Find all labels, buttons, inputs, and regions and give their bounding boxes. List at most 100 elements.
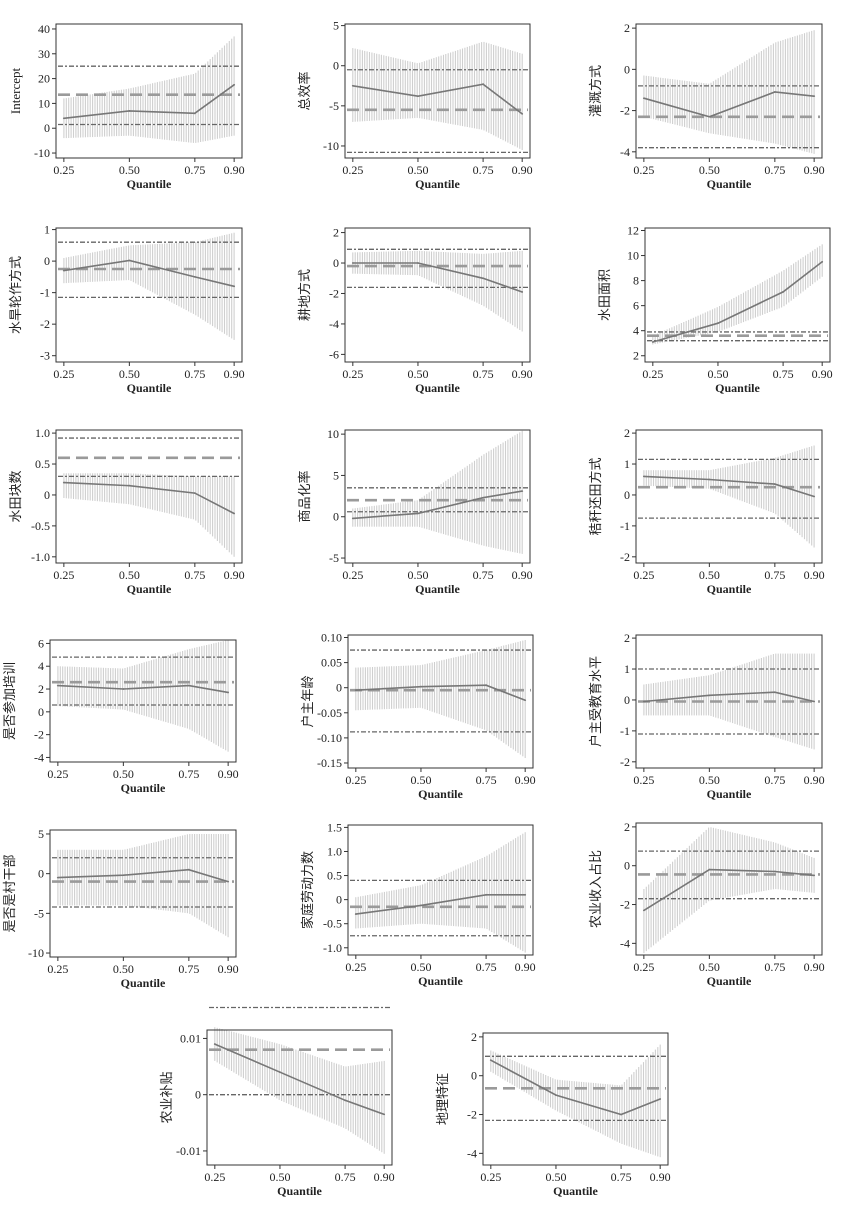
x-axis-label: Quantile [127, 177, 172, 191]
y-tick-label: 6 [38, 636, 44, 650]
y-tick-label: 1.5 [327, 820, 342, 834]
x-tick-label: 0.75 [473, 367, 494, 381]
plot-frame [49, 829, 237, 958]
y-tick-label: 0 [624, 488, 630, 502]
x-tick-label: 0.90 [812, 367, 833, 381]
y-tick-label: 0.10 [321, 631, 342, 645]
coefficient-point [489, 1059, 492, 1062]
plot-frame [347, 634, 534, 769]
plot-frame [635, 822, 823, 956]
plot-frame [55, 23, 243, 159]
quantile-coefficient-line [643, 475, 815, 498]
y-tick-label: 20 [38, 72, 50, 86]
x-axis-label: Quantile [415, 381, 460, 395]
plot-frame [635, 23, 823, 159]
y-axis-label: 农业收入占比 [588, 850, 603, 928]
coefficient-point [659, 1098, 662, 1100]
x-tick-label: 0.25 [204, 1170, 225, 1184]
quantile-coefficient-line [63, 481, 235, 515]
x-tick-label: 0.50 [410, 960, 431, 974]
x-tick-label: 0.90 [224, 367, 245, 381]
quantile-coefficient-line [355, 893, 526, 915]
y-tick-label: 0 [471, 1069, 477, 1083]
y-tick-label: 5 [38, 827, 44, 841]
x-tick-label: 0.75 [773, 367, 794, 381]
coefficient-point [187, 684, 190, 687]
x-axis-label: Quantile [127, 381, 172, 395]
y-tick-label: 10 [38, 96, 50, 110]
y-tick-label: -2 [467, 1108, 477, 1122]
coefficient-point [383, 1113, 386, 1116]
plot-frame [482, 1032, 669, 1166]
y-tick-label: -6 [329, 347, 339, 361]
y-tick-label: -0.5 [31, 519, 50, 533]
quantile-coefficient-line [643, 691, 815, 703]
y-tick-label: 6 [633, 299, 639, 313]
y-axis-label: 秸秆还田方式 [588, 457, 603, 535]
x-tick-label: 0.90 [224, 568, 245, 582]
x-tick-label: 0.75 [764, 960, 785, 974]
coefficient-point [193, 492, 196, 494]
x-axis-label: Quantile [418, 787, 463, 801]
y-tick-label: 2 [624, 631, 630, 645]
x-tick-label: 0.90 [515, 773, 536, 787]
y-tick-label: 0.5 [35, 457, 50, 471]
coefficient-point [642, 700, 645, 703]
coefficient-point [773, 483, 776, 486]
y-tick-label: -0.10 [317, 731, 342, 745]
coefficient-point [482, 83, 484, 86]
plot-frame [635, 634, 823, 769]
coefficient-point [485, 893, 487, 896]
x-tick-label: 0.50 [113, 962, 134, 976]
coefficient-point [524, 699, 527, 702]
coefficient-point [521, 291, 524, 293]
panel-16: -0.01 0 0.01 0.25 0.50 0.75 0.90 Quantile 农业补贴 [159, 1006, 395, 1198]
y-tick-label: -4 [467, 1146, 477, 1160]
coefficient-point [56, 684, 59, 687]
y-tick-label: 2 [38, 682, 44, 696]
x-tick-label: 0.75 [473, 568, 494, 582]
x-tick-label: 0.25 [633, 960, 654, 974]
x-tick-label: 0.90 [512, 163, 533, 177]
x-tick-label: 0.90 [374, 1170, 395, 1184]
y-tick-label: 4 [633, 324, 639, 338]
y-axis-label: 户主年龄 [300, 675, 315, 727]
coefficient-point [813, 495, 816, 498]
x-tick-label: 0.50 [407, 163, 428, 177]
panel-12: -2 -1 0 1 2 0.25 0.50 0.75 0.90 Quantile 户主受教育水平 [588, 631, 825, 801]
coefficient-point [813, 874, 816, 877]
y-tick-label: 0.5 [327, 869, 342, 883]
panel-5: -6 -4 -2 0 2 0.25 0.50 0.75 0.90 Quantile 耕地方式 [297, 226, 533, 395]
x-tick-label: 0.25 [633, 568, 654, 582]
y-tick-label: -1.0 [31, 550, 50, 564]
coefficient-point [128, 109, 131, 112]
x-tick-label: 0.75 [764, 163, 785, 177]
coefficient-point [227, 880, 230, 883]
y-tick-label: -3 [40, 349, 50, 363]
plot-frame [347, 824, 534, 956]
x-tick-label: 0.90 [650, 1170, 671, 1184]
y-tick-label: -2 [329, 286, 339, 300]
x-tick-label: 0.90 [224, 163, 245, 177]
coefficient-point [708, 868, 711, 871]
y-tick-label: 10 [627, 249, 639, 263]
x-axis-label: Quantile [277, 1184, 322, 1198]
x-tick-label: 0.25 [633, 773, 654, 787]
x-axis-label: Quantile [553, 1184, 598, 1198]
panel-2: -10 -5 0 5 0.25 0.50 0.75 0.90 Quantile 总效率 [297, 19, 533, 191]
x-axis-label: Quantile [418, 974, 463, 988]
coefficient-point [122, 874, 125, 877]
quantile-coefficient-line [214, 1043, 385, 1116]
y-tick-label: -1 [40, 286, 50, 300]
x-tick-label: 0.50 [119, 163, 140, 177]
coefficient-point [708, 115, 711, 118]
x-tick-label: 0.75 [184, 367, 205, 381]
y-tick-label: 0 [336, 893, 342, 907]
x-tick-label: 0.25 [642, 367, 663, 381]
coefficient-point [555, 1094, 557, 1097]
coefficient-point [233, 83, 236, 86]
coefficient-point [482, 496, 484, 499]
y-axis-label: 商品化率 [297, 470, 312, 522]
plot-frame [55, 227, 243, 363]
